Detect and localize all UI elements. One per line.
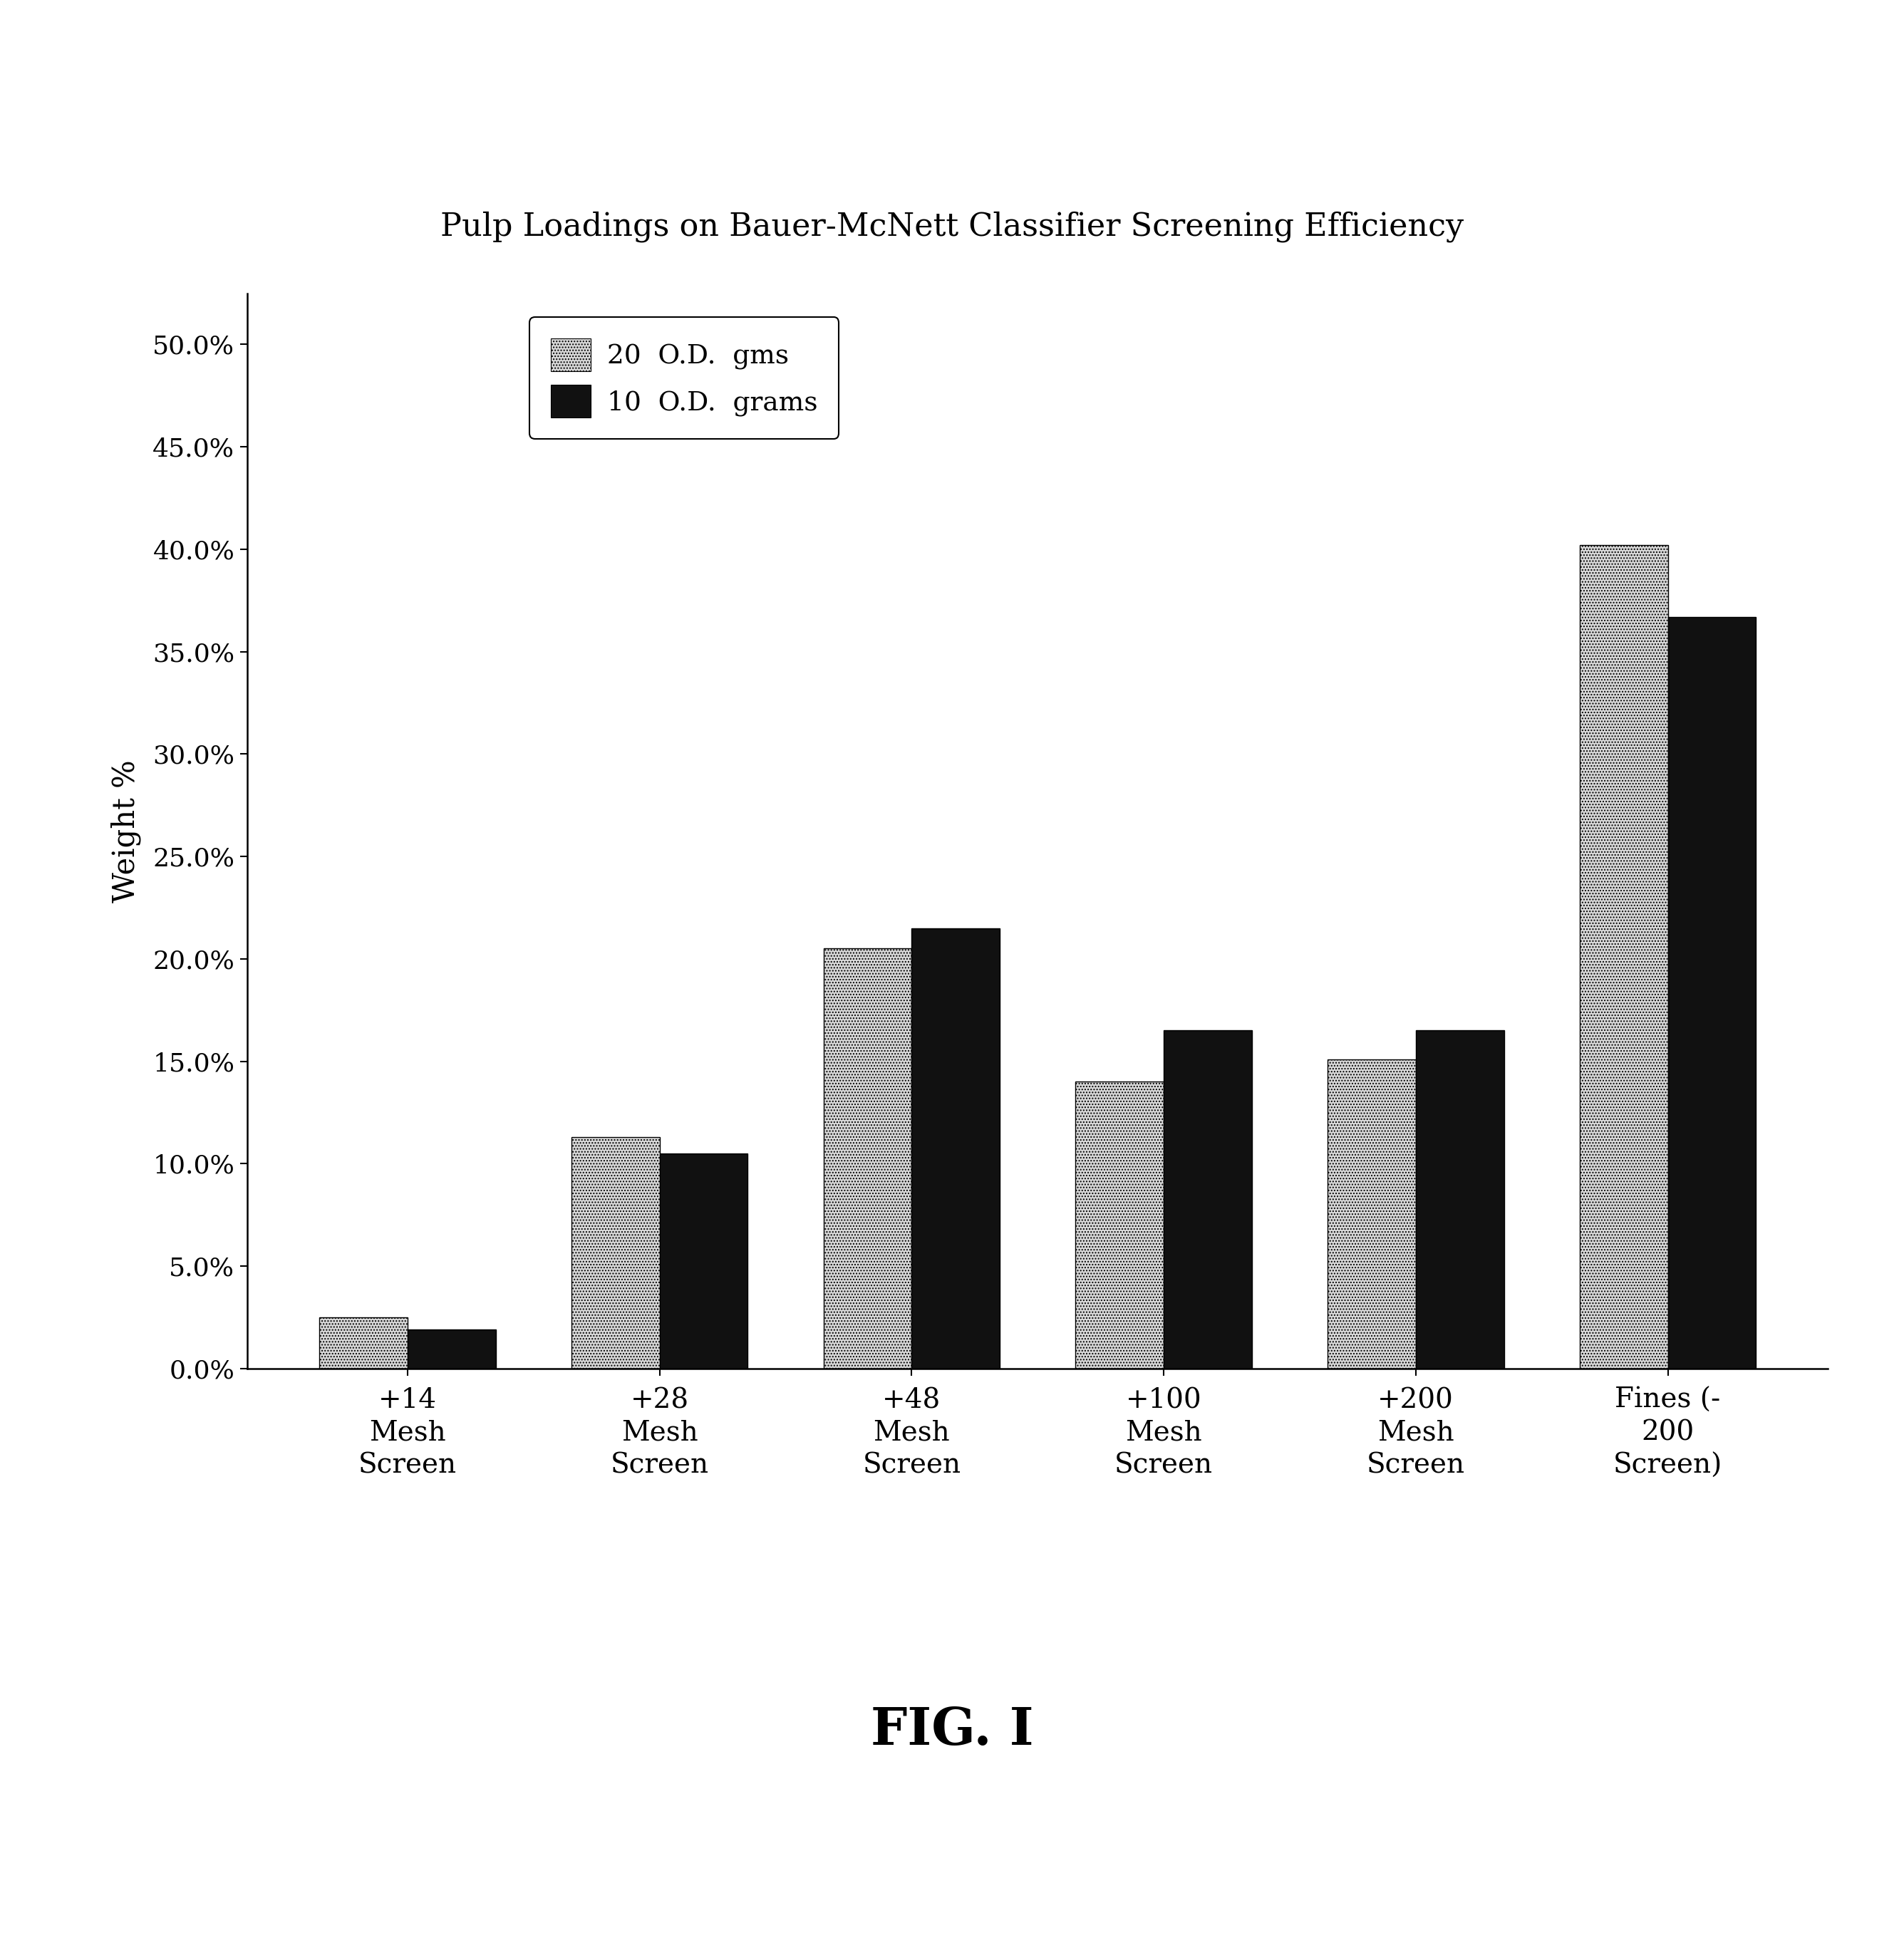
Bar (659, 1153, 748, 1368)
Bar (1163, 1030, 1253, 1368)
Text: FIG. I: FIG. I (870, 1705, 1034, 1756)
Bar (407, 1329, 495, 1368)
Bar (1668, 618, 1755, 1368)
Legend: 20  O.D.  gms, 10  O.D.  grams: 20 O.D. gms, 10 O.D. grams (529, 317, 840, 438)
Text: Pulp Loadings on Bauer-McNett Classifier Screening Efficiency: Pulp Loadings on Bauer-McNett Classifier… (440, 211, 1464, 242)
Bar (912, 929, 1000, 1368)
Y-axis label: Weight %: Weight % (110, 759, 141, 903)
Bar (1417, 1030, 1504, 1368)
Bar (1580, 545, 1668, 1368)
Bar (571, 1138, 659, 1368)
Bar (1076, 1081, 1163, 1368)
Bar (320, 1318, 407, 1368)
Bar (1327, 1060, 1417, 1368)
Bar (823, 948, 912, 1368)
